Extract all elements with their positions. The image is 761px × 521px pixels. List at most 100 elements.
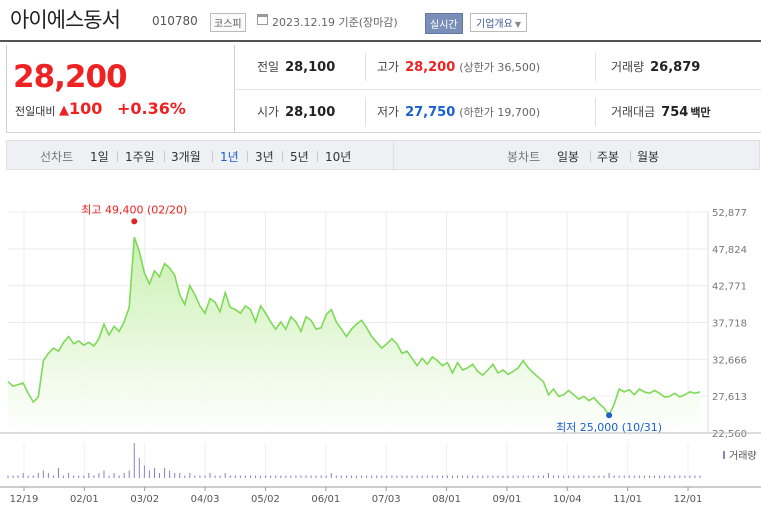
x-tick-label: 09/01 (492, 494, 521, 505)
high-annotation: 최고 49,400 (02/20) (81, 203, 187, 216)
period-5y[interactable]: 5년 (290, 150, 309, 164)
price-area (7, 237, 701, 433)
y-tick-label: 32,666 (712, 355, 747, 366)
period-10y[interactable]: 10년 (325, 150, 352, 164)
y-tick-label: 22,560 (712, 429, 747, 440)
x-tick-label: 12/01 (674, 494, 703, 505)
change-amount: 100 (69, 99, 103, 118)
divider (282, 151, 283, 162)
divider (247, 151, 248, 162)
trade-amount-cell: 거래대금 754 백만 (611, 90, 711, 134)
price-chart: 거래량 52,877 47,824 42,771 37,718 32,666 27,613… (0, 200, 761, 521)
quote-table: 전일 28,100 고가 28,200 (상한가 36,500) 거래량 26,879 … (235, 45, 761, 133)
date-text: 2023.12.19 기준(장마감) (272, 16, 398, 29)
candle-chart-label: 봉차트 (507, 150, 541, 164)
x-tick-label: 05/02 (251, 494, 280, 505)
calendar-icon (257, 14, 268, 25)
stock-name: 아이에스동서 (10, 8, 121, 32)
period-1y[interactable]: 1년 (220, 150, 239, 164)
y-tick-label: 27,613 (712, 392, 747, 403)
upper-limit: (상한가 36,500) (459, 61, 541, 74)
divider (164, 151, 165, 162)
prev-close-value: 28,100 (285, 60, 336, 75)
trade-amount-label: 거래대금 (611, 105, 656, 119)
candle-monthly[interactable]: 월봉 (637, 150, 660, 164)
divider (595, 98, 596, 126)
price-chart-svg: 거래량 52,877 47,824 42,771 37,718 32,666 27,613… (0, 203, 761, 505)
chart-period-toolbar: 선차트 1일 1주일 3개월 1년 3년 5년 10년 봉차트 일봉 주봉 월봉 (6, 140, 760, 171)
x-tick-label: 08/01 (432, 494, 461, 505)
open-value: 28,100 (285, 105, 336, 120)
candle-daily[interactable]: 일봉 (557, 150, 580, 164)
trade-amount-value: 754 (661, 105, 689, 120)
up-triangle-icon: ▲ (59, 103, 69, 118)
low-cell: 저가 27,750 (하한가 19,700) (377, 90, 540, 134)
volume-cell: 거래량 26,879 (611, 45, 700, 89)
company-overview-label: 기업개요 (476, 19, 513, 30)
x-tick-label: 12/19 (10, 494, 39, 505)
high-marker (131, 218, 138, 225)
x-tick-label: 06/01 (311, 494, 340, 505)
divider (317, 151, 318, 162)
volume-bars: 거래량 (7, 443, 757, 478)
stock-header: 아이에스동서 010780 코스피 2023.12.19 기준(장마감) 실시간… (0, 0, 761, 42)
divider (590, 151, 591, 162)
divider (630, 151, 631, 162)
divider (212, 151, 213, 162)
volume-legend: 거래량 (729, 450, 757, 462)
low-annotation: 최저 25,000 (10/31) (556, 421, 662, 434)
prev-close-label: 전일 (257, 60, 280, 74)
chart-axes: 52,877 47,824 42,771 37,718 32,666 27,613 22,5… (0, 208, 761, 505)
low-label: 저가 (377, 105, 400, 119)
period-1w[interactable]: 1주일 (125, 150, 155, 164)
x-tick-label: 03/02 (130, 494, 159, 505)
low-marker (606, 412, 613, 419)
change-percent: +0.36% (117, 99, 186, 118)
market-badge: 코스피 (210, 13, 246, 32)
volume-label: 거래량 (611, 60, 645, 74)
high-cell: 고가 28,200 (상한가 36,500) (377, 45, 540, 89)
y-tick-label: 52,877 (712, 208, 747, 219)
quote-row-1: 전일 28,100 고가 28,200 (상한가 36,500) 거래량 26,879 (235, 45, 761, 89)
open-cell: 시가 28,100 (257, 90, 335, 134)
divider (595, 53, 596, 81)
y-tick-label: 37,718 (712, 319, 747, 330)
change-label: 전일대비 (15, 105, 56, 118)
trade-amount-unit: 백만 (690, 106, 711, 119)
x-tick-label: 02/01 (70, 494, 99, 505)
chevron-down-icon: ▼ (514, 20, 521, 29)
price-summary: 28,200 전일대비 ▲100 +0.36% (6, 45, 235, 133)
divider (117, 151, 118, 162)
company-overview-button[interactable]: 기업개요 ▼ (470, 13, 527, 32)
stock-code: 010780 (152, 14, 198, 28)
divider (365, 98, 366, 126)
low-value: 27,750 (405, 105, 456, 120)
chart-annotations: 최고 49,400 (02/20) 최저 25,000 (10/31) (81, 203, 662, 434)
divider (393, 141, 394, 171)
price-line (7, 237, 701, 417)
y-tick-label: 47,824 (712, 245, 747, 256)
quote-row-2: 시가 28,100 저가 27,750 (하한가 19,700) 거래대금 754 백만 (235, 89, 761, 133)
lower-limit: (하한가 19,700) (459, 106, 541, 119)
high-value: 28,200 (405, 60, 456, 75)
prev-close-cell: 전일 28,100 (257, 45, 335, 89)
period-3y[interactable]: 3년 (255, 150, 274, 164)
x-tick-label: 04/03 (191, 494, 220, 505)
realtime-button[interactable]: 실시간 (425, 13, 463, 34)
volume-legend-marker (723, 451, 725, 459)
x-tick-label: 10/04 (553, 494, 582, 505)
y-tick-label: 42,771 (712, 282, 747, 293)
x-tick-label: 11/01 (613, 494, 642, 505)
current-price: 28,200 (13, 59, 128, 95)
period-3m[interactable]: 3개월 (171, 150, 201, 164)
candle-weekly[interactable]: 주봉 (597, 150, 620, 164)
volume-value: 26,879 (650, 60, 701, 75)
open-label: 시가 (257, 105, 280, 119)
period-1d[interactable]: 1일 (90, 150, 109, 164)
change-value: ▲100 (59, 99, 102, 118)
price-area-fill (8, 237, 700, 433)
high-label: 고가 (377, 60, 400, 74)
x-tick-label: 07/03 (372, 494, 401, 505)
line-chart-label: 선차트 (40, 150, 74, 164)
divider (365, 53, 366, 81)
